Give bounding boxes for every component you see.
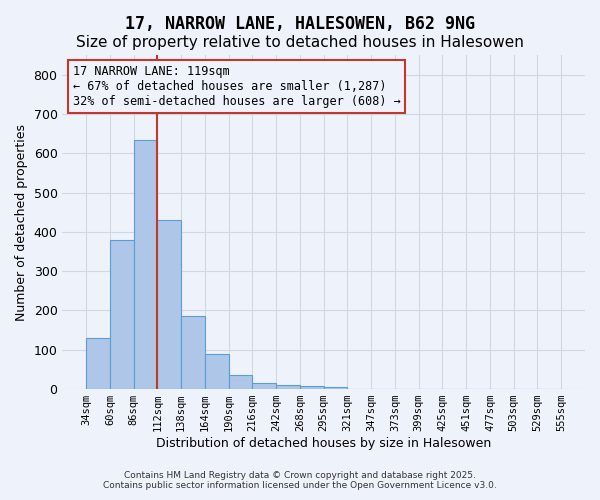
- Text: Size of property relative to detached houses in Halesowen: Size of property relative to detached ho…: [76, 35, 524, 50]
- Bar: [181, 316, 205, 389]
- Bar: [134, 140, 157, 389]
- Bar: [110, 240, 134, 389]
- Bar: [86, 338, 110, 389]
- Bar: [157, 220, 181, 389]
- Bar: [324, 386, 347, 389]
- Y-axis label: Number of detached properties: Number of detached properties: [15, 124, 28, 320]
- Bar: [229, 376, 253, 389]
- Bar: [276, 385, 300, 389]
- Text: 17, NARROW LANE, HALESOWEN, B62 9NG: 17, NARROW LANE, HALESOWEN, B62 9NG: [125, 15, 475, 33]
- Bar: [253, 383, 276, 389]
- Text: 17 NARROW LANE: 119sqm
← 67% of detached houses are smaller (1,287)
32% of semi-: 17 NARROW LANE: 119sqm ← 67% of detached…: [73, 65, 401, 108]
- Bar: [300, 386, 324, 389]
- X-axis label: Distribution of detached houses by size in Halesowen: Distribution of detached houses by size …: [156, 437, 491, 450]
- Bar: [205, 354, 229, 389]
- Text: Contains HM Land Registry data © Crown copyright and database right 2025.
Contai: Contains HM Land Registry data © Crown c…: [103, 470, 497, 490]
